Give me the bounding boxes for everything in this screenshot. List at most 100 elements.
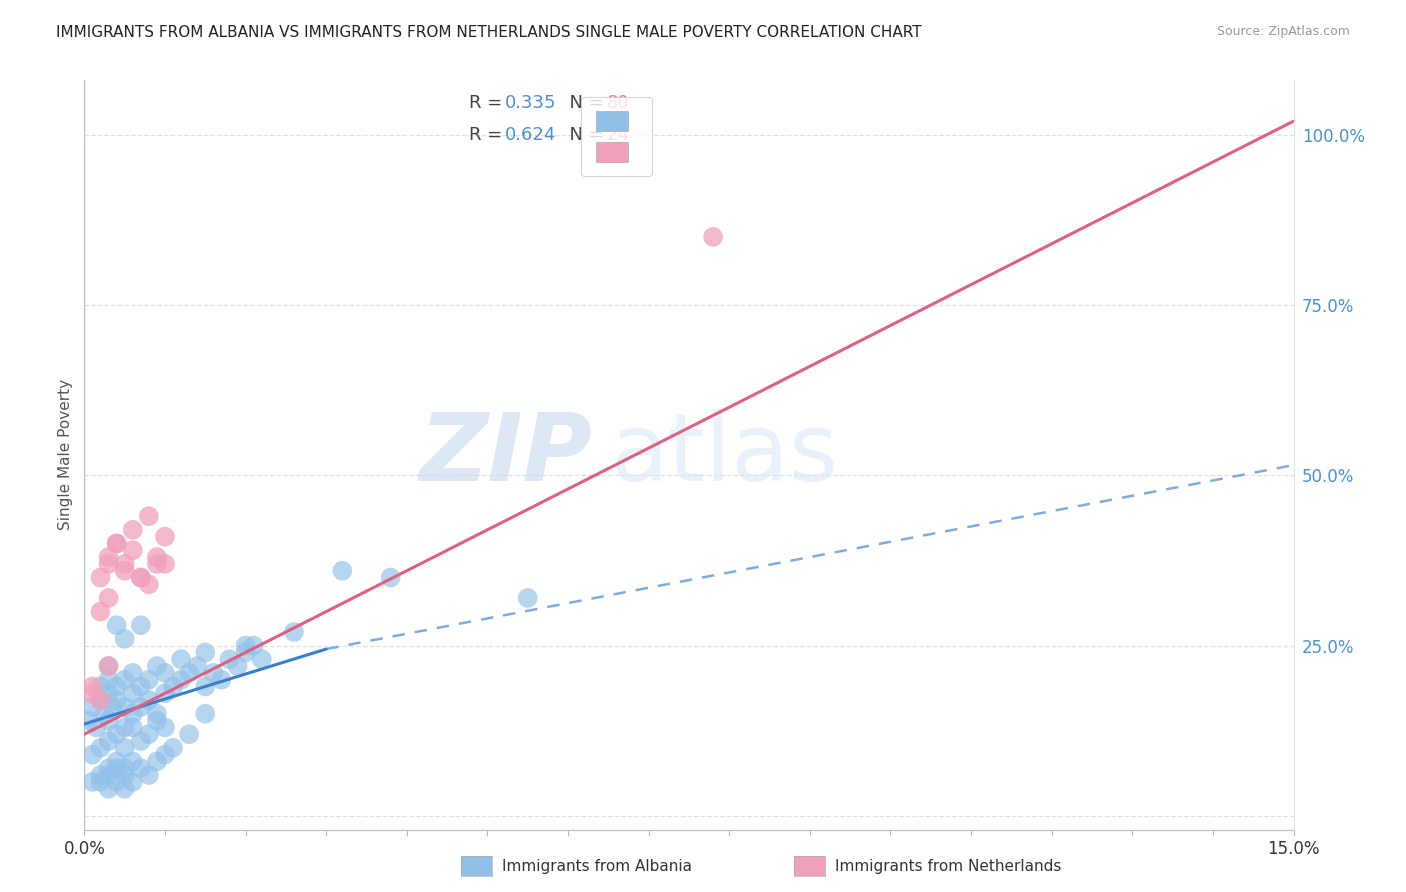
Point bbox=[138, 768, 160, 782]
Point bbox=[114, 768, 136, 782]
Text: N =: N = bbox=[558, 127, 610, 145]
Point bbox=[89, 740, 111, 755]
Point bbox=[77, 714, 100, 728]
Point bbox=[194, 680, 217, 694]
Point bbox=[97, 781, 120, 796]
Point bbox=[146, 714, 169, 728]
Point bbox=[121, 775, 143, 789]
Point bbox=[93, 706, 115, 721]
Point bbox=[86, 720, 108, 734]
Point bbox=[153, 530, 176, 544]
Point bbox=[153, 665, 176, 680]
Text: N =: N = bbox=[558, 94, 610, 112]
Point bbox=[105, 680, 128, 694]
Point bbox=[138, 693, 160, 707]
Point bbox=[153, 747, 176, 762]
Point bbox=[105, 618, 128, 632]
Point bbox=[105, 775, 128, 789]
Point bbox=[97, 550, 120, 565]
Point bbox=[170, 673, 193, 687]
Point bbox=[380, 570, 402, 584]
Point bbox=[162, 740, 184, 755]
Point bbox=[114, 564, 136, 578]
Point bbox=[146, 659, 169, 673]
Point bbox=[121, 686, 143, 700]
Point bbox=[146, 550, 169, 565]
Point bbox=[129, 570, 152, 584]
Point bbox=[138, 727, 160, 741]
Point bbox=[82, 747, 104, 762]
Text: ZIP: ZIP bbox=[419, 409, 592, 501]
Point bbox=[82, 775, 104, 789]
Point bbox=[97, 761, 120, 775]
Point bbox=[89, 680, 111, 694]
Point bbox=[209, 673, 232, 687]
Point bbox=[89, 693, 111, 707]
Text: Immigrants from Netherlands: Immigrants from Netherlands bbox=[835, 859, 1062, 873]
Point bbox=[97, 714, 120, 728]
Point bbox=[114, 700, 136, 714]
Point bbox=[194, 706, 217, 721]
Point bbox=[105, 727, 128, 741]
Point bbox=[146, 557, 169, 571]
Point bbox=[82, 700, 104, 714]
Point bbox=[105, 536, 128, 550]
Point bbox=[105, 761, 128, 775]
Point bbox=[129, 680, 152, 694]
Point bbox=[82, 686, 104, 700]
Point bbox=[179, 665, 201, 680]
Point bbox=[121, 543, 143, 558]
Point bbox=[153, 686, 176, 700]
Point bbox=[97, 673, 120, 687]
Point bbox=[202, 665, 225, 680]
Point bbox=[138, 577, 160, 591]
Point bbox=[97, 557, 120, 571]
Point bbox=[97, 686, 120, 700]
Point bbox=[146, 706, 169, 721]
Text: R =: R = bbox=[468, 127, 508, 145]
Point bbox=[162, 680, 184, 694]
Point bbox=[82, 680, 104, 694]
Point bbox=[129, 570, 152, 584]
Point bbox=[89, 768, 111, 782]
Text: 0.335: 0.335 bbox=[505, 94, 557, 112]
Text: atlas: atlas bbox=[610, 409, 838, 501]
Point bbox=[121, 720, 143, 734]
Point bbox=[702, 230, 724, 244]
Point bbox=[121, 755, 143, 769]
Point bbox=[114, 632, 136, 646]
Point bbox=[146, 755, 169, 769]
Text: Immigrants from Albania: Immigrants from Albania bbox=[502, 859, 692, 873]
Point bbox=[114, 781, 136, 796]
Point bbox=[114, 557, 136, 571]
Point bbox=[129, 734, 152, 748]
Point bbox=[153, 720, 176, 734]
Point bbox=[114, 720, 136, 734]
Point bbox=[194, 645, 217, 659]
Point bbox=[129, 700, 152, 714]
Point bbox=[89, 570, 111, 584]
Point bbox=[89, 693, 111, 707]
Legend: , : , bbox=[581, 97, 651, 177]
Point bbox=[235, 645, 257, 659]
Point bbox=[179, 727, 201, 741]
Point bbox=[186, 659, 208, 673]
Point bbox=[97, 659, 120, 673]
Text: 80: 80 bbox=[607, 94, 630, 112]
Point bbox=[114, 673, 136, 687]
Point bbox=[138, 509, 160, 524]
Point bbox=[330, 564, 353, 578]
Point bbox=[97, 659, 120, 673]
Point bbox=[101, 700, 124, 714]
Point bbox=[129, 761, 152, 775]
Point bbox=[121, 706, 143, 721]
Text: 24: 24 bbox=[607, 127, 630, 145]
Point bbox=[121, 665, 143, 680]
Point bbox=[226, 659, 249, 673]
Point bbox=[97, 768, 120, 782]
Point bbox=[105, 536, 128, 550]
Point bbox=[114, 761, 136, 775]
Point bbox=[105, 755, 128, 769]
Point bbox=[97, 734, 120, 748]
Point bbox=[170, 652, 193, 666]
